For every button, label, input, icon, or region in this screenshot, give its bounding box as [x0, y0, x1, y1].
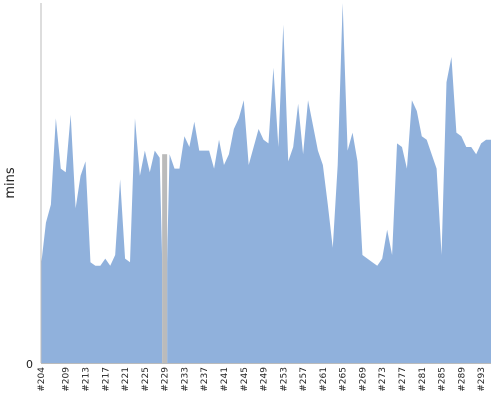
x-tick-label: #249 [260, 367, 270, 392]
x-tick-label: #277 [398, 367, 408, 392]
x-tick-label: #273 [378, 367, 388, 392]
x-tick-label: #293 [477, 367, 487, 392]
x-tick-label: #281 [418, 367, 428, 392]
x-tick-label: #217 [101, 367, 111, 392]
area-series [41, 3, 491, 363]
y-tick-label: 0 [26, 358, 33, 371]
x-tick-label: #261 [319, 367, 329, 392]
x-tick-label: #229 [161, 367, 171, 392]
x-tick-label: #241 [220, 367, 230, 392]
x-tick-label: #204 [37, 367, 47, 392]
x-tick-label: #221 [121, 367, 131, 392]
y-axis-label: mins [3, 167, 18, 199]
x-tick-label: #233 [180, 367, 190, 392]
x-tick-label: #225 [141, 367, 151, 392]
x-tick-label: #285 [438, 367, 448, 392]
highlight-bar [162, 154, 168, 363]
x-tick-label: #245 [240, 367, 250, 392]
x-tick-label: #265 [339, 367, 349, 392]
x-tick-label: #213 [82, 367, 92, 392]
x-tick-label: #289 [457, 367, 467, 392]
x-tick-label: #257 [299, 367, 309, 392]
x-tick-label: #237 [200, 367, 210, 392]
x-tick-labels: #204 #209 #213 #217 #221 #225 #229 #233 #237 #241… [37, 367, 487, 392]
area-fill [41, 3, 491, 363]
x-tick-label: #209 [62, 367, 72, 392]
x-tick-label: #269 [358, 367, 368, 392]
x-tick-label: #253 [279, 367, 289, 392]
